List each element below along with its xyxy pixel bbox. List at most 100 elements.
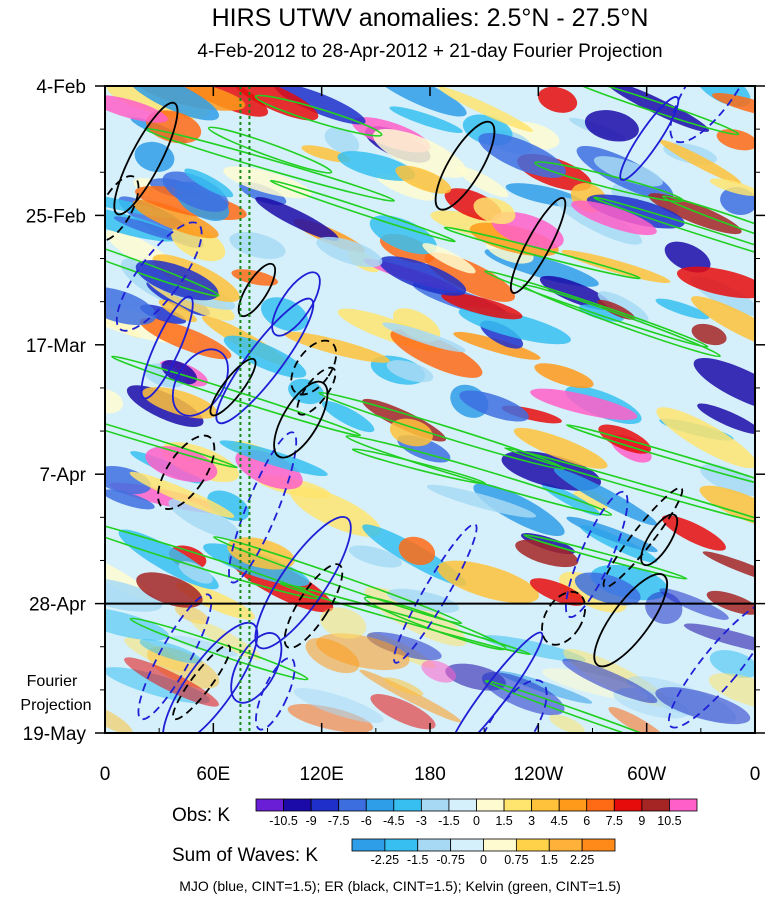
anomaly-patch	[656, 407, 755, 469]
anomaly-patch	[553, 468, 658, 526]
anomaly-patch	[566, 516, 658, 553]
anomaly-patch	[158, 299, 197, 323]
kelvin-contour	[345, 434, 613, 517]
anomaly-patch	[287, 703, 374, 733]
anomaly-patch	[105, 607, 169, 641]
colorbar-swatch	[641, 798, 670, 812]
er-contour	[283, 563, 344, 649]
colorbar-swatch	[310, 798, 340, 812]
anomaly-patch	[384, 677, 424, 696]
x-tick-label: 60W	[627, 764, 666, 785]
anomaly-patch	[539, 275, 613, 311]
x-tick-label: 0	[750, 764, 761, 785]
wave-contours	[105, 86, 755, 733]
anomaly-patch	[219, 440, 328, 477]
kelvin-contour	[522, 284, 721, 358]
kelvin-contour	[279, 582, 532, 656]
er-contour	[640, 513, 679, 567]
mjo-contour	[619, 96, 680, 181]
colorbar-tick-label: 4.5	[550, 814, 567, 828]
x-tick-label: 180	[414, 764, 446, 785]
mjo-contour	[565, 490, 629, 618]
anomaly-patch	[655, 298, 710, 320]
chart-subtitle: 4-Feb-2012 to 28-Apr-2012 + 21-day Fouri…	[197, 41, 662, 62]
anomaly-patch	[369, 215, 437, 255]
anomaly-patch	[370, 86, 467, 117]
kelvin-contour	[351, 448, 487, 485]
kelvin-contour	[504, 447, 755, 528]
anomaly-patch	[290, 486, 381, 537]
anomaly-patch	[438, 86, 534, 132]
er-contour	[541, 590, 587, 646]
er-contour	[296, 366, 337, 416]
colorbar-swatch	[450, 838, 484, 852]
colorbar-swatch	[420, 798, 450, 812]
anomaly-patch	[478, 132, 567, 178]
anomaly-patch	[293, 688, 384, 723]
er-contour	[290, 339, 338, 396]
anomaly-patch	[288, 378, 324, 405]
kelvin-contour	[254, 94, 383, 137]
anomaly-patch	[231, 269, 278, 286]
kelvin-contour	[484, 679, 681, 733]
anomaly-patch	[530, 388, 638, 420]
projection-label-line2: Projection	[20, 697, 91, 714]
y-tick-label: 7-Apr	[40, 465, 87, 486]
x-tick-label: 120E	[299, 764, 343, 785]
er-contour	[113, 101, 179, 216]
anomaly-patch	[571, 200, 657, 236]
anomaly-patch	[655, 687, 751, 725]
colorbar-tick-label: -4.5	[383, 814, 405, 828]
colorbar-tick-label: 2.25	[570, 853, 594, 867]
anomaly-patch	[608, 707, 667, 733]
anomaly-patch	[664, 241, 711, 273]
y-tick-label: 17-Mar	[26, 336, 87, 357]
anomaly-patch	[574, 572, 641, 606]
kelvin-contour	[318, 391, 565, 470]
footnote: MJO (blue, CINT=1.5); ER (black, CINT=1.…	[179, 878, 621, 894]
colorbar-swatch	[448, 798, 477, 812]
anomaly-patch	[426, 484, 537, 518]
projection-label-line1: Fourier	[27, 673, 78, 690]
x-tick-label: 120W	[514, 764, 564, 785]
anomaly-patch	[693, 357, 755, 412]
mjo-contour	[115, 221, 203, 332]
anomaly-patch	[178, 561, 213, 584]
colorbar-swatch	[531, 798, 560, 812]
anomaly-patch	[421, 660, 457, 683]
anomaly-patch	[105, 489, 155, 510]
anomaly-patch	[398, 536, 436, 566]
anomaly-patch	[376, 173, 435, 201]
colorbar-tick-label: -2.25	[371, 853, 400, 867]
anomaly-patch	[348, 545, 403, 568]
colorbar-swatch	[613, 798, 643, 812]
anomaly-patch	[147, 646, 220, 689]
anomaly-patch	[382, 322, 466, 353]
anomaly-patch	[171, 635, 238, 657]
anomaly-patch	[105, 703, 133, 733]
y-axis: 4-Feb 25-Feb 17-Mar 7-Apr 28-Apr 19-May	[23, 77, 765, 745]
mjo-contour	[271, 271, 321, 337]
anomaly-patch	[386, 360, 434, 383]
anomaly-patch	[584, 110, 639, 142]
anomaly-patch	[549, 714, 585, 733]
anomaly-patch	[136, 572, 203, 608]
anomaly-patch	[229, 231, 286, 259]
anomaly-patch	[716, 129, 755, 151]
colorbar-tick-label: 7.5	[606, 814, 623, 828]
kelvin-contour	[207, 126, 333, 174]
anomaly-patch	[709, 178, 755, 196]
anomaly-patch	[441, 292, 523, 320]
mjo-contour	[162, 621, 259, 733]
y-tick-label: 25-Feb	[26, 206, 86, 227]
waves-colorbar-label: Sum of Waves: K	[172, 845, 318, 866]
x-tick-label: 0	[100, 764, 111, 785]
colorbar-tick-label: 6	[583, 814, 590, 828]
colorbar-tick-label: 0	[480, 853, 487, 867]
anomaly-patch	[453, 331, 541, 360]
er-contour	[602, 486, 684, 589]
anomaly-patch	[283, 331, 390, 363]
anomaly-patch	[458, 307, 571, 345]
x-axis: 0 60E 120E 180 120W 60W 0	[100, 86, 761, 785]
anomaly-patch	[316, 236, 383, 268]
